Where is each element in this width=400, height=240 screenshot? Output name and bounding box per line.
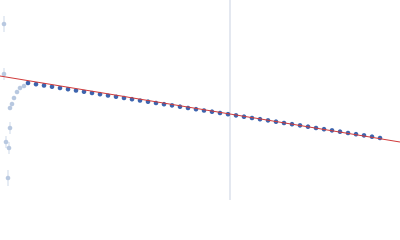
point (7, 105, 13, 111)
point (9, 101, 15, 107)
point (65, 86, 71, 92)
point (3, 139, 9, 145)
point (41, 83, 47, 88)
chart (0, 0, 400, 200)
point (17, 85, 23, 91)
fit-line (0, 75, 400, 143)
point (73, 88, 79, 93)
point (1, 21, 7, 27)
point (57, 85, 63, 91)
point (25, 80, 31, 86)
point (11, 95, 17, 101)
point (5, 175, 11, 181)
point (6, 145, 12, 151)
point (49, 84, 55, 89)
point (21, 83, 27, 89)
point (14, 89, 20, 95)
point (1, 71, 7, 77)
point (7, 125, 13, 131)
point (33, 81, 39, 87)
